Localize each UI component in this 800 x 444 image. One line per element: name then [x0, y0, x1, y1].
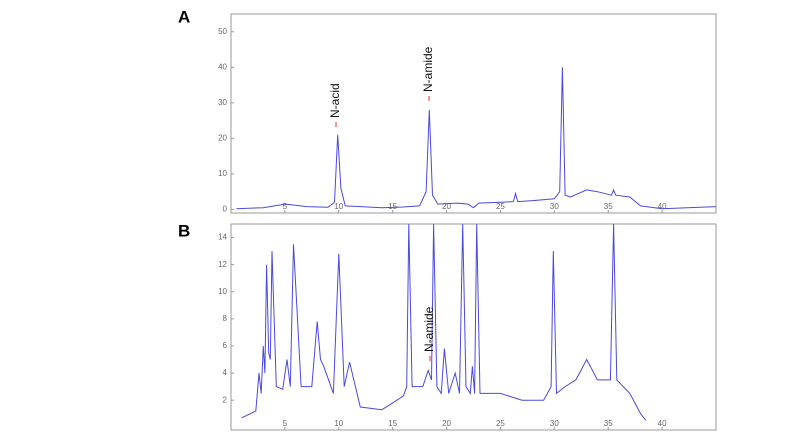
y-tick-label: 20 — [218, 133, 227, 142]
y-tick-label: 0 — [223, 205, 228, 214]
x-tick-label: 20 — [442, 419, 451, 428]
y-tick-label: 4 — [223, 368, 228, 377]
x-tick-label: 30 — [550, 202, 559, 211]
panel-label: B — [178, 221, 190, 240]
y-tick-label: 12 — [218, 260, 227, 269]
peak-annotation: N-amide — [421, 46, 435, 92]
x-tick-label: 25 — [496, 419, 505, 428]
y-tick-label: 14 — [218, 233, 227, 242]
y-tick-label: 6 — [223, 341, 228, 350]
peak-annotation: N-amide — [422, 306, 436, 352]
y-tick-label: 8 — [223, 314, 228, 323]
x-tick-label: 5 — [283, 202, 288, 211]
x-tick-label: 15 — [388, 202, 397, 211]
x-tick-label: 5 — [283, 419, 288, 428]
x-tick-label: 40 — [658, 419, 667, 428]
panel-label: A — [178, 7, 190, 26]
x-tick-label: 40 — [658, 202, 667, 211]
y-tick-label: 50 — [218, 27, 227, 36]
plot-frame — [230, 13, 717, 214]
x-tick-label: 10 — [334, 419, 343, 428]
chromatogram-line — [241, 224, 647, 421]
y-tick-label: 30 — [218, 98, 227, 107]
x-tick-label: 20 — [442, 202, 451, 211]
y-tick-label: 40 — [218, 62, 227, 71]
x-tick-label: 35 — [604, 202, 613, 211]
x-tick-label: 35 — [604, 419, 613, 428]
x-tick-label: 10 — [334, 202, 343, 211]
x-tick-label: 25 — [496, 202, 505, 211]
y-tick-label: 2 — [223, 395, 228, 404]
y-tick-label: 10 — [218, 169, 227, 178]
y-tick-label: 10 — [218, 287, 227, 296]
chromatogram-line — [236, 67, 716, 210]
x-tick-label: 15 — [388, 419, 397, 428]
panel: B 2 4 6 8 10 12 14 5 10 15 20 25 30 35 40 N-amide — [178, 221, 717, 431]
x-tick-label: 30 — [550, 419, 559, 428]
peak-annotation: N-acid — [328, 83, 342, 118]
plot-frame — [230, 223, 717, 431]
panel: A 0 10 20 30 40 50 5 10 15 20 25 30 35 40 N-acid N-amide — [178, 7, 717, 214]
